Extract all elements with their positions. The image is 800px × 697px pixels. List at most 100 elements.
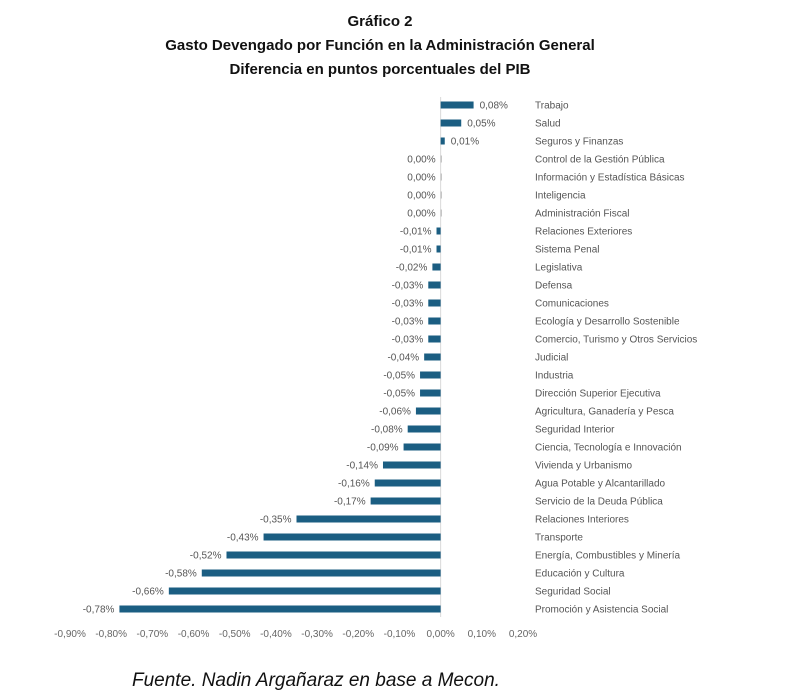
data-label: -0,58% [165,569,197,580]
data-label: -0,01% [400,227,432,238]
source-note: Fuente. Nadin Argañaraz en base a Mecon. [132,670,500,691]
bar [428,299,441,307]
category-label: Información y Estadística Básicas [535,173,685,184]
bar [403,443,441,451]
bar [440,173,442,181]
bar [440,101,474,109]
x-tick-label: -0,60% [178,629,210,640]
category-label: Seguridad Social [535,587,611,598]
data-label: -0,04% [387,353,419,364]
x-tick-label: 0,10% [468,629,496,640]
data-label: -0,52% [190,551,222,562]
category-label: Educación y Cultura [535,569,625,580]
category-label: Seguros y Finanzas [535,137,623,148]
x-tick-label: -0,70% [137,629,169,640]
bar [428,317,441,325]
category-label: Transporte [535,533,583,544]
category-label: Trabajo [535,101,569,112]
bar [440,119,462,127]
x-tick-label: -0,40% [260,629,292,640]
bar [440,137,445,145]
bar [370,497,441,505]
category-label: Promoción y Asistencia Social [535,605,668,616]
category-label: Salud [535,119,561,130]
x-tick-label: -0,30% [301,629,333,640]
data-label: -0,14% [346,461,378,472]
bar [374,479,441,487]
bar [226,551,441,559]
category-label: Administración Fiscal [535,209,629,220]
bar [432,263,441,271]
data-label: -0,01% [400,245,432,256]
bar [420,371,441,379]
category-label: Ecología y Desarrollo Sostenible [535,317,680,328]
data-label: 0,00% [407,155,435,166]
data-label: -0,17% [334,497,366,508]
bar [428,281,441,289]
category-label: Agua Potable y Alcantarillado [535,479,666,490]
data-label: -0,02% [396,263,428,274]
chart-title-line-1: Gráfico 2 [347,13,413,30]
category-label: Seguridad Interior [535,425,615,436]
bar [440,191,442,199]
bar [201,569,441,577]
category-label: Servicio de la Deuda Pública [535,497,663,508]
bar [440,209,442,217]
chart-title-line-3: Diferencia en puntos porcentuales del PI… [229,61,531,78]
bar [119,605,441,613]
category-label: Industria [535,371,574,382]
category-label: Energía, Combustibles y Minería [535,551,681,562]
data-label: -0,09% [367,443,399,454]
bar [436,245,441,253]
bar [168,587,441,595]
data-label: -0,03% [392,335,424,346]
data-label: -0,03% [392,281,424,292]
category-label: Relaciones Exteriores [535,227,632,238]
bar [428,335,441,343]
bar [296,515,441,523]
data-label: -0,66% [132,587,164,598]
data-label: 0,05% [467,119,495,130]
data-label: 0,00% [407,173,435,184]
data-label: -0,05% [383,389,415,400]
x-tick-label: -0,80% [95,629,127,640]
bar [440,155,442,163]
data-label: 0,01% [451,137,479,148]
chart-title-line-2: Gasto Devengado por Función en la Admini… [165,37,595,54]
data-label: -0,05% [383,371,415,382]
category-label: Sistema Penal [535,245,599,256]
bar [415,407,441,415]
category-label: Legislativa [535,263,583,274]
category-label: Comercio, Turismo y Otros Servicios [535,335,697,346]
data-label: -0,35% [260,515,292,526]
data-label: -0,03% [392,317,424,328]
category-label: Relaciones Interiores [535,515,629,526]
data-label: -0,43% [227,533,259,544]
category-label: Control de la Gestión Pública [535,155,665,166]
x-tick-label: -0,20% [342,629,374,640]
bar [424,353,441,361]
bar [420,389,441,397]
x-tick-label: -0,10% [384,629,416,640]
x-tick-label: 0,00% [426,629,454,640]
x-tick-label: -0,50% [219,629,251,640]
category-label: Judicial [535,353,568,364]
bar [407,425,441,433]
category-label: Defensa [535,281,573,292]
bar [436,227,441,235]
data-label: -0,78% [83,605,115,616]
data-label: -0,16% [338,479,370,490]
data-label: 0,08% [480,101,508,112]
data-label: 0,00% [407,191,435,202]
category-label: Inteligencia [535,191,586,202]
bar [263,533,441,541]
category-label: Comunicaciones [535,299,609,310]
category-label: Agricultura, Ganadería y Pesca [535,407,674,418]
x-tick-label: -0,90% [54,629,86,640]
bar [382,461,441,469]
category-label: Vivienda y Urbanismo [535,461,633,472]
category-label: Dirección Superior Ejecutiva [535,389,661,400]
data-label: -0,03% [392,299,424,310]
x-tick-label: 0,20% [509,629,537,640]
